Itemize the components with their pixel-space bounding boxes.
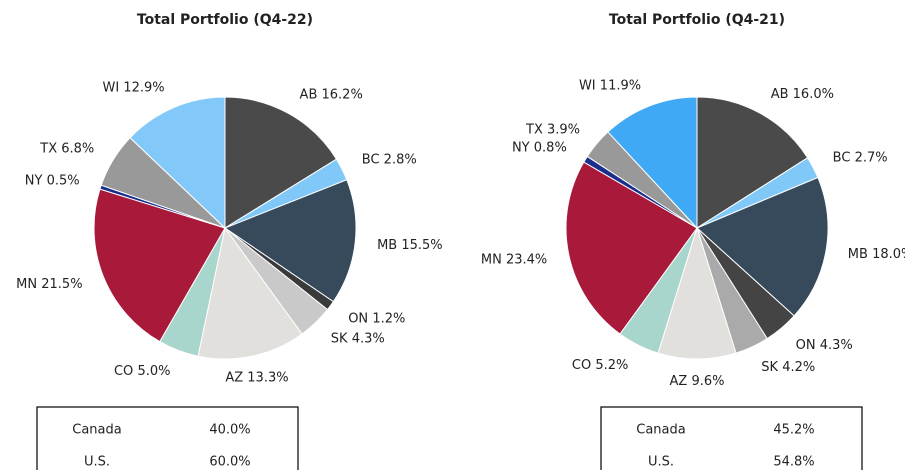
slice-label: MN 21.5%: [16, 276, 82, 291]
slice-label: TX 6.8%: [39, 141, 94, 156]
slice-value: 5.0%: [137, 363, 170, 378]
slice-category: CO: [114, 363, 133, 378]
chart-title: Total Portfolio (Q4-21): [609, 12, 785, 28]
slice-category: MB: [377, 237, 397, 252]
slice-label: AB 16.0%: [771, 86, 834, 101]
pie-slice: [565, 161, 698, 335]
slice-label: AZ 13.3%: [225, 370, 288, 385]
slice-value: 16.0%: [793, 86, 834, 101]
slice-label: SK 4.2%: [761, 359, 815, 374]
slice-label: NY 0.5%: [25, 173, 80, 188]
slice-value: 5.2%: [595, 357, 628, 372]
summary-table: [36, 406, 299, 470]
slice-label: WI 11.9%: [579, 78, 641, 93]
slice-category: MN: [16, 276, 37, 291]
slice-value: 0.5%: [47, 173, 80, 188]
table-cell: 60.0%: [209, 455, 250, 470]
table-cell: 45.2%: [773, 423, 814, 438]
table-cell: Canada: [636, 423, 685, 438]
slice-category: BC: [362, 152, 380, 167]
slice-category: ON: [796, 337, 816, 352]
slice-label: MB 15.5%: [377, 237, 443, 252]
slice-label: AZ 9.6%: [670, 374, 725, 389]
pie-slice: [129, 96, 226, 230]
chart-title: Total Portfolio (Q4-22): [137, 12, 313, 28]
table-cell: 40.0%: [209, 423, 250, 438]
slice-category: ON: [348, 311, 368, 326]
slice-value: 11.9%: [600, 78, 641, 93]
slice-label: BC 2.8%: [362, 152, 417, 167]
slice-value: 2.7%: [855, 150, 888, 165]
slice-category: NY: [25, 173, 43, 188]
pie-slice: [696, 176, 829, 317]
slice-category: NY: [512, 140, 530, 155]
slice-label: TX 3.9%: [525, 122, 580, 137]
slice-label: CO 5.0%: [114, 363, 170, 378]
table-cell: U.S.: [84, 455, 110, 470]
slice-value: 1.2%: [372, 311, 405, 326]
slice-value: 4.3%: [820, 337, 853, 352]
slice-label: ON 4.3%: [796, 337, 853, 352]
slice-category: AZ: [670, 374, 688, 389]
slice-category: SK: [761, 359, 778, 374]
slice-category: MN: [481, 252, 502, 267]
pie-slice: [197, 226, 303, 360]
slice-category: AB: [300, 87, 318, 102]
slice-label: CO 5.2%: [572, 357, 628, 372]
slice-value: 12.9%: [123, 80, 164, 95]
slice-category: TX: [39, 141, 57, 156]
slice-value: 3.9%: [547, 122, 580, 137]
slice-value: 0.8%: [534, 140, 567, 155]
slice-value: 6.8%: [61, 141, 94, 156]
slice-category: SK: [331, 331, 348, 346]
slice-label: WI 12.9%: [103, 80, 165, 95]
slice-category: TX: [525, 122, 543, 137]
slice-category: AB: [771, 86, 789, 101]
slice-category: WI: [579, 78, 596, 93]
slice-label: BC 2.7%: [833, 150, 888, 165]
slice-category: AZ: [225, 370, 243, 385]
slice-label: AB 16.2%: [300, 87, 363, 102]
slice-value: 23.4%: [506, 252, 547, 267]
slice-category: MB: [848, 246, 868, 261]
slice-value: 4.2%: [782, 359, 815, 374]
pie-slice: [696, 96, 809, 229]
table-cell: Canada: [72, 423, 121, 438]
table-cell: U.S.: [648, 455, 674, 470]
slice-label: MN 23.4%: [481, 252, 547, 267]
slice-value: 16.2%: [322, 87, 363, 102]
pie-slice: [224, 96, 338, 229]
slice-category: WI: [103, 80, 120, 95]
slice-label: MB 18.0%: [848, 246, 905, 261]
slice-category: CO: [572, 357, 591, 372]
pie-slice: [93, 188, 226, 343]
pie-slice: [607, 96, 698, 230]
pie-slice: [657, 226, 737, 360]
table-cell: 54.8%: [773, 455, 814, 470]
slice-label: ON 1.2%: [348, 311, 405, 326]
summary-table: [600, 406, 863, 470]
slice-label: SK 4.3%: [331, 331, 385, 346]
slice-category: BC: [833, 150, 851, 165]
pie-slice: [223, 179, 357, 303]
slice-value: 15.5%: [401, 237, 442, 252]
slice-value: 4.3%: [352, 331, 385, 346]
slice-value: 2.8%: [384, 152, 417, 167]
slice-value: 13.3%: [247, 370, 288, 385]
slice-label: NY 0.8%: [512, 140, 567, 155]
slice-value: 18.0%: [872, 246, 905, 261]
slice-value: 21.5%: [41, 276, 82, 291]
slice-value: 9.6%: [691, 374, 724, 389]
